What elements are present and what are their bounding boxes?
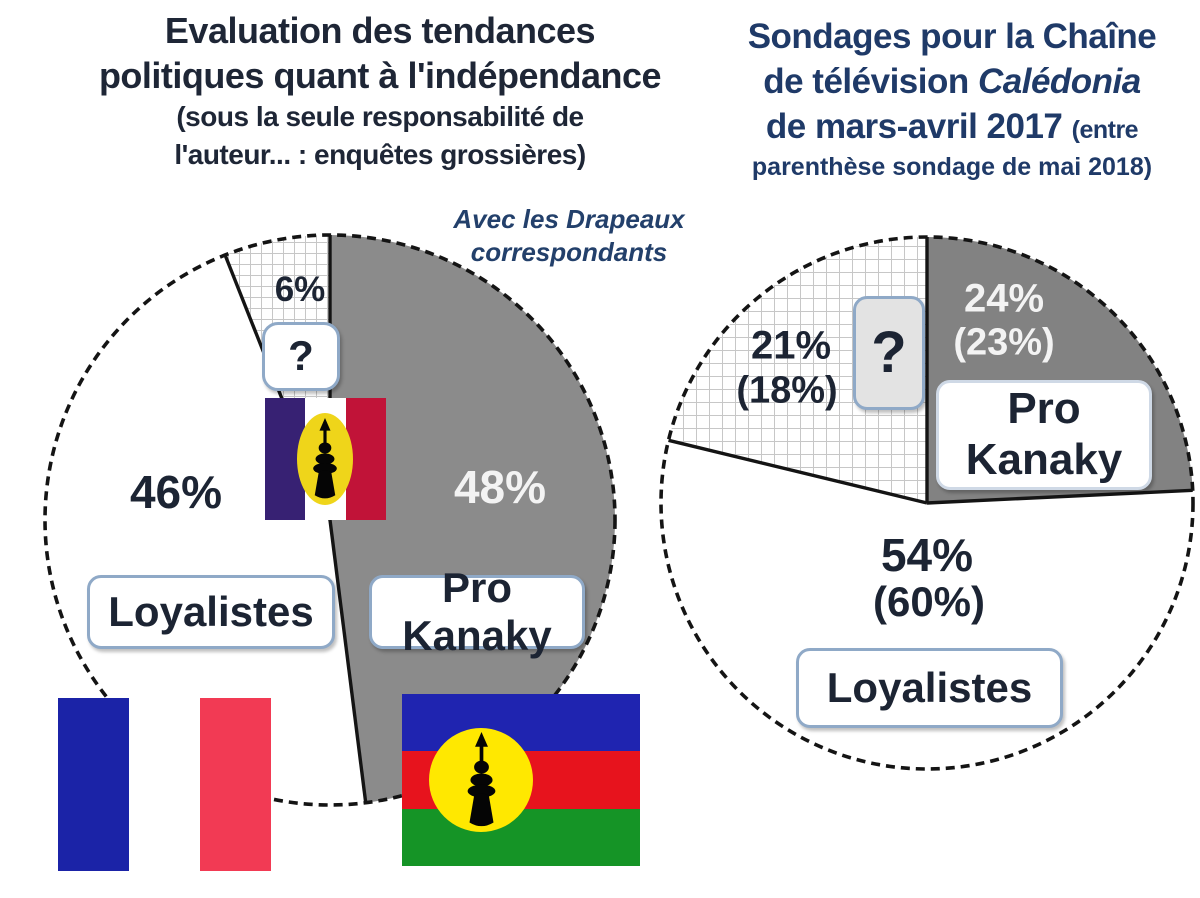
right-pie-24pct-label: 24% — [963, 276, 1045, 321]
left-title-line1: Evaluation des tendances — [164, 10, 596, 51]
left-title-line4: l'auteur... : enquêtes grossières) — [174, 139, 586, 170]
right-pie-loyalistes-box: Loyalistes — [796, 648, 1063, 728]
right-pie-prokanaky-line1: Pro — [1007, 384, 1081, 434]
right-pie-18pct-2018-label: (18%) — [736, 369, 838, 412]
left-pie-slice-boundary — [328, 519, 368, 803]
left-pie-prokanaky-box: Pro Kanaky — [369, 564, 585, 659]
right-title-line1: Sondages pour la Chaîne — [747, 17, 1157, 56]
right-pie-prokanaky-line2: Kanaky — [965, 435, 1123, 484]
annotation-line1: Avec les Drapeaux — [453, 204, 685, 234]
flags-annotation: Avec les Drapeaux correspondants — [433, 203, 705, 269]
right-pie-21pct-label: 21% — [750, 323, 832, 368]
left-pie-48pct-label: 48% — [453, 461, 547, 513]
left-pie-question-box: ? — [262, 322, 340, 391]
kanaky-flag-icon — [402, 694, 640, 867]
right-title-line3-small: (entre — [1071, 116, 1139, 144]
kanaky-flag-yellow-disc — [429, 728, 533, 832]
right-pie-outline — [659, 235, 1195, 771]
left-pie-loyalistes-box: Loyalistes — [87, 575, 335, 649]
hybrid-flag-yellow-oval — [297, 413, 353, 505]
right-pie-slice-boundary — [926, 488, 1193, 505]
annotation-line2: correspondants — [470, 237, 668, 267]
right-title-line3: de mars-avril 2017 (entre — [712, 104, 1192, 153]
right-title-line2: de télévision Calédonia — [712, 59, 1192, 104]
right-pie-54pct-label: 54% — [880, 529, 974, 581]
right-title-line3-text: de mars-avril 2017 — [765, 107, 1072, 146]
french-flag-stripes — [58, 698, 271, 871]
left-title-line3: (sous la seule responsabilité de — [176, 101, 584, 132]
right-pie-prokanaky-label: Pro Kanaky — [966, 384, 1123, 485]
left-pie-loyalistes-label: Loyalistes — [108, 587, 314, 635]
right-pie-prokanaky-box: Pro Kanaky — [936, 380, 1152, 490]
left-pie-slice-1 — [45, 255, 366, 806]
right-pie-23pct-2018-label: (23%) — [953, 321, 1055, 364]
france-kanaky-hybrid-flag-icon — [265, 398, 386, 520]
kanaky-flag-blue-stripe — [402, 694, 640, 752]
right-pie-loyalistes-label: Loyalistes — [826, 663, 1033, 711]
french-flag-red-stripe — [200, 698, 271, 871]
left-pie-outline — [43, 233, 617, 807]
right-chart-title: Sondages pour la Chaîne de télévision Ca… — [712, 14, 1192, 182]
left-pie-slice-0 — [330, 235, 616, 803]
kanaky-flag-green-stripe — [402, 808, 640, 867]
fleche-faitiere-icon — [313, 418, 337, 499]
right-title-line4: parenthèse sondage de mai 2018) — [751, 153, 1153, 181]
left-pie-question-mark: ? — [288, 332, 314, 380]
french-flag-blue-stripe — [58, 698, 129, 871]
right-pie-question-box: ? — [853, 296, 925, 410]
french-flag-white-stripe — [129, 698, 200, 871]
left-title-line2: politiques quant à l'indépendance — [98, 55, 662, 96]
left-pie-46pct-label: 46% — [129, 466, 223, 518]
right-pie-slice-boundary — [668, 438, 928, 505]
fleche-faitiere-icon — [467, 732, 495, 827]
left-pie-6pct-label: 6% — [274, 270, 326, 309]
french-flag-icon — [58, 698, 271, 871]
left-chart-title: Evaluation des tendances politiques quan… — [30, 8, 730, 174]
right-pie-question-mark: ? — [871, 319, 907, 385]
left-pie-prokanaky-label: Pro Kanaky — [402, 563, 552, 659]
right-title-calédonia-italic: Calédonia — [977, 62, 1141, 101]
right-title-line2-text: de télévision — [763, 62, 978, 101]
right-pie-60pct-2018-label: (60%) — [872, 578, 986, 625]
